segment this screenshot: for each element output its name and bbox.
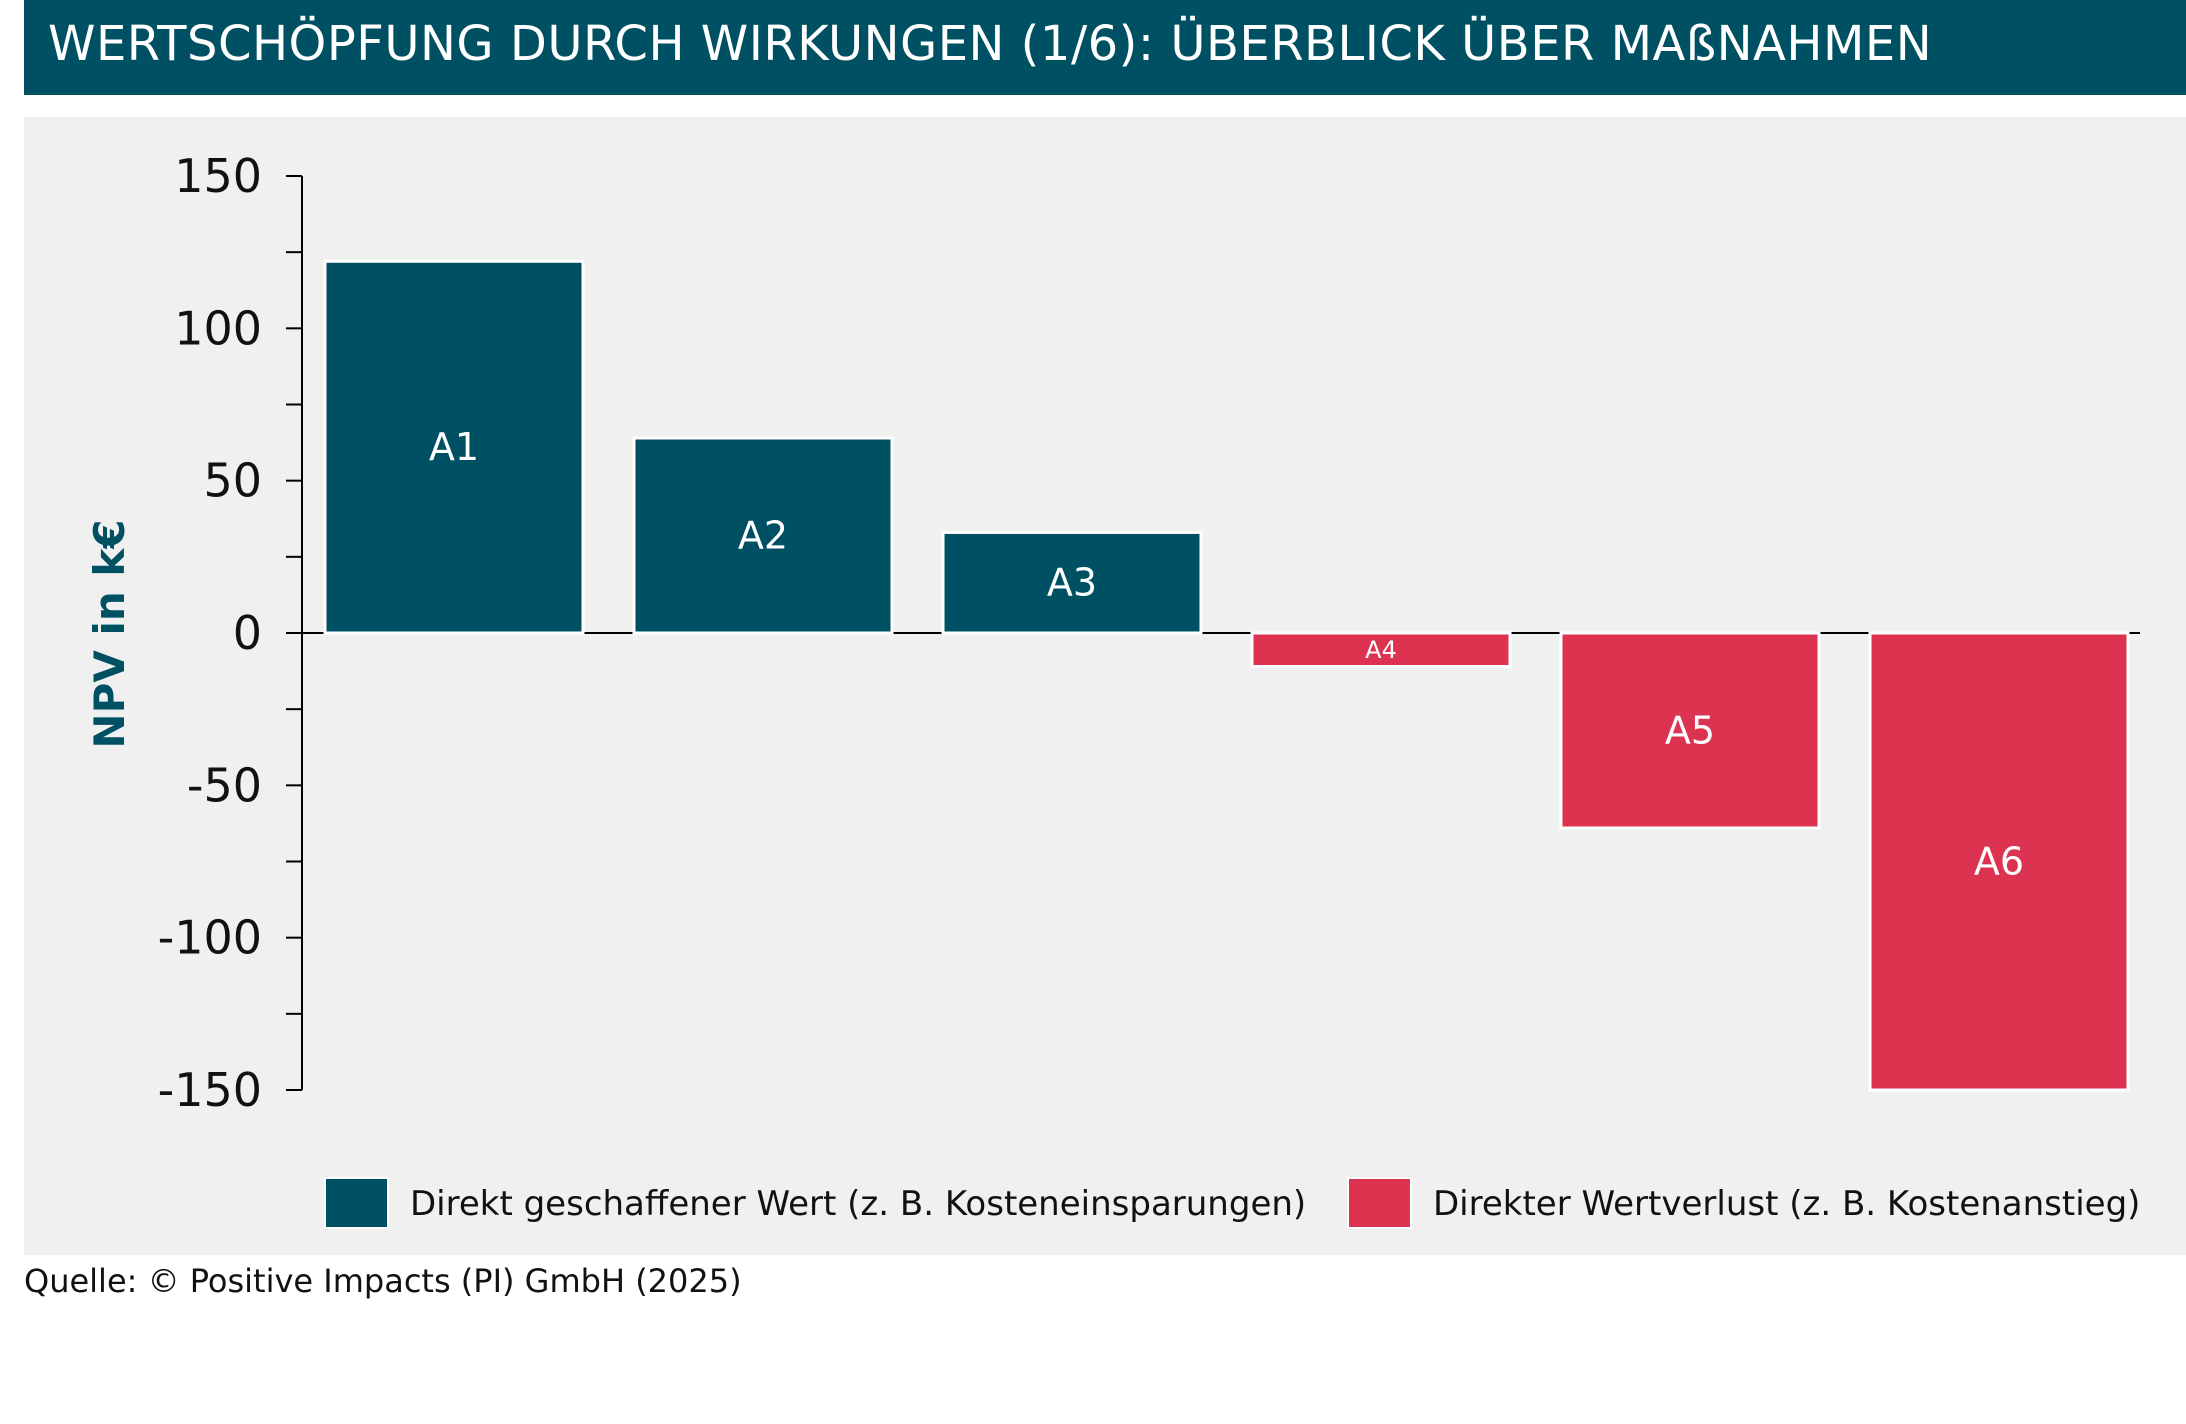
page-title: WERTSCHÖPFUNG DURCH WIRKUNGEN (1/6): ÜBE… (48, 16, 1933, 72)
bar-a1 (323, 259, 585, 635)
chart-panel: 150 100 50 0 -50 -100 -150 NPV in k€ A1 A2 A3 A4 A5 A… (24, 117, 2186, 1255)
bar-a4 (1250, 631, 1512, 669)
bar-label: A1 (429, 425, 479, 469)
bar-a5 (1559, 631, 1821, 830)
y-tick-label: -50 (187, 758, 262, 812)
bar-a6 (1868, 631, 2130, 1092)
bar-a2 (632, 436, 894, 635)
bar-label: A4 (1365, 636, 1397, 664)
bar-label: A5 (1665, 708, 1715, 752)
legend-swatch (1347, 1177, 1412, 1229)
y-axis-label: NPV in k€ (85, 519, 134, 748)
source-note: Quelle: © Positive Impacts (PI) GmbH (20… (24, 1262, 742, 1300)
y-tick-label: -150 (158, 1063, 262, 1117)
y-tick-label: 50 (203, 454, 262, 508)
bar-label: A3 (1047, 561, 1097, 605)
bar-a3 (941, 530, 1203, 635)
bar-label: A2 (738, 514, 788, 558)
legend-label: Direkt geschaffener Wert (z. B. Kostenei… (410, 1184, 1306, 1224)
y-tick-label: 150 (174, 149, 262, 203)
bar-chart: 150 100 50 0 -50 -100 -150 NPV in k€ A1 A2 A3 A4 A5 A… (85, 149, 2140, 1229)
y-tick-label: 100 (174, 301, 262, 355)
legend-swatch (324, 1177, 389, 1229)
legend-label: Direkter Wertverlust (z. B. Kostenanstie… (1433, 1184, 2140, 1224)
y-tick-label: 0 (233, 606, 262, 660)
y-tick-label: -100 (158, 911, 262, 965)
bar-label: A6 (1974, 840, 2024, 884)
title-bar: WERTSCHÖPFUNG DURCH WIRKUNGEN (1/6): ÜBE… (24, 0, 2186, 95)
